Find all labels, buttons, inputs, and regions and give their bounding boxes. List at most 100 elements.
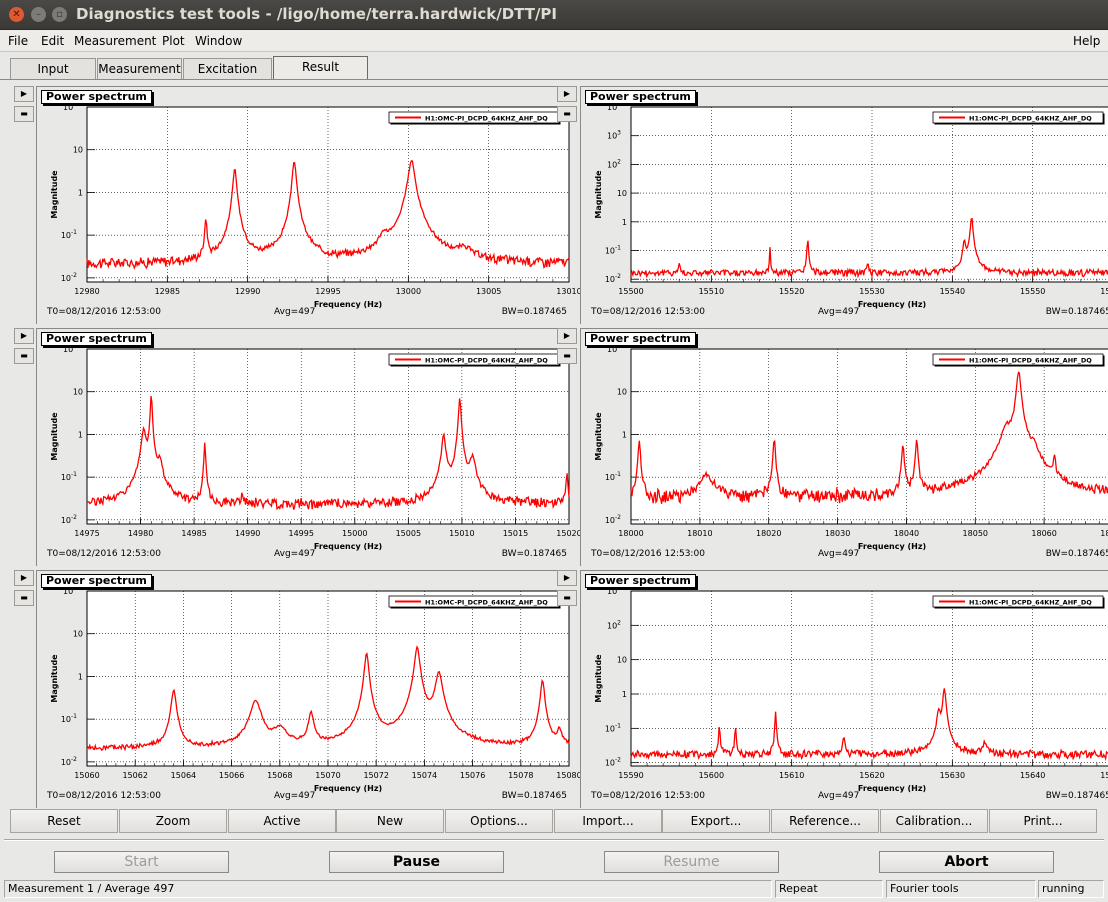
spectrum-panel[interactable]: 15590 15600 15610 15620 15630 15640 15650 10-2 1… bbox=[580, 570, 1108, 809]
series-line bbox=[630, 217, 1108, 279]
tab-input[interactable]: Input bbox=[10, 58, 96, 80]
spectrum-panel[interactable]: 15060 15062 15064 15066 15068 15070 15072 15074… bbox=[36, 570, 582, 809]
spectrum-panel[interactable]: 12980 12985 12990 12995 13000 13005 13010 10-2 1… bbox=[36, 86, 582, 325]
panel-collapse-button[interactable]: ▬ bbox=[557, 348, 577, 364]
panel-expand-button[interactable]: ▶ bbox=[14, 86, 34, 102]
active-button[interactable]: Active bbox=[228, 809, 336, 833]
spectrum-chart[interactable]: 15590 15600 15610 15620 15630 15640 15650 10-2 1… bbox=[581, 571, 1108, 809]
y-axis-label: Magnitude bbox=[50, 170, 59, 219]
x-tick-label: 15650 bbox=[1100, 771, 1108, 780]
y-tick-label: 10-2 bbox=[605, 514, 621, 525]
series-line bbox=[86, 645, 570, 752]
tab-excitation[interactable]: Excitation bbox=[183, 58, 272, 80]
start-time-label: T0=08/12/2016 12:53:00 bbox=[591, 791, 705, 801]
x-tick-label: 15068 bbox=[267, 771, 292, 780]
spectrum-chart[interactable]: 12980 12985 12990 12995 13000 13005 13010 10-2 1… bbox=[37, 87, 582, 325]
x-tick-label: 18070 bbox=[1100, 529, 1108, 538]
x-tick-label: 15005 bbox=[396, 529, 421, 538]
x-tick-label: 18010 bbox=[687, 529, 712, 538]
x-tick-label: 12990 bbox=[235, 287, 260, 296]
y-tick-label: 10-1 bbox=[61, 713, 77, 724]
maximize-window-button[interactable]: ▫ bbox=[52, 7, 67, 22]
average-label: Avg=497 bbox=[274, 791, 316, 801]
tab-measurement[interactable]: Measurement bbox=[97, 58, 182, 80]
minimize-window-button[interactable]: – bbox=[31, 7, 46, 22]
x-tick-label: 18050 bbox=[963, 529, 988, 538]
status-tool: Fourier tools bbox=[886, 880, 1036, 898]
y-tick-label: 10-1 bbox=[61, 471, 77, 482]
legend-label: H1:OMC-PI_DCPD_64KHZ_AHF_DQ bbox=[425, 357, 548, 365]
average-label: Avg=497 bbox=[274, 307, 316, 317]
spectrum-chart[interactable]: 15060 15062 15064 15066 15068 15070 15072 15074… bbox=[37, 571, 582, 809]
tab-result[interactable]: Result bbox=[273, 56, 368, 80]
menu-plot[interactable]: Plot bbox=[162, 34, 185, 48]
resume-button[interactable]: Resume bbox=[604, 851, 779, 873]
close-window-button[interactable]: ✕ bbox=[9, 7, 24, 22]
plot-frame bbox=[630, 590, 1108, 767]
panel-collapse-button[interactable]: ▬ bbox=[557, 106, 577, 122]
panel-expand-button[interactable]: ▶ bbox=[557, 328, 577, 344]
abort-button[interactable]: Abort bbox=[879, 851, 1054, 873]
y-tick-label: 10-2 bbox=[61, 272, 77, 283]
menu-bar: File Edit Measurement Plot Window Help bbox=[0, 30, 1108, 52]
panel-collapse-button[interactable]: ▬ bbox=[14, 348, 34, 364]
x-tick-label: 15074 bbox=[412, 771, 437, 780]
panel-expand-button[interactable]: ▶ bbox=[557, 86, 577, 102]
x-tick-label: 15076 bbox=[460, 771, 485, 780]
panel-footer: T0=08/12/2016 12:53:00 Avg=497 BW=0.187465 bbox=[581, 791, 1108, 805]
y-tick-label: 10 bbox=[617, 388, 627, 397]
menu-file[interactable]: File bbox=[8, 34, 29, 48]
reference-button[interactable]: Reference... bbox=[771, 809, 879, 833]
panel-expand-button[interactable]: ▶ bbox=[557, 570, 577, 586]
x-tick-label: 14975 bbox=[74, 529, 99, 538]
x-tick-label: 12995 bbox=[315, 287, 340, 296]
y-axis-label: Magnitude bbox=[594, 170, 603, 219]
x-axis-label: Frequency (Hz) bbox=[858, 300, 926, 309]
import-button[interactable]: Import... bbox=[554, 809, 662, 833]
y-tick-label: 10-1 bbox=[61, 229, 77, 240]
panel-collapse-button[interactable]: ▬ bbox=[14, 590, 34, 606]
menu-help[interactable]: Help bbox=[1073, 34, 1101, 48]
calibration-button[interactable]: Calibration... bbox=[880, 809, 988, 833]
legend-label: H1:OMC-PI_DCPD_64KHZ_AHF_DQ bbox=[425, 599, 548, 607]
options-button[interactable]: Options... bbox=[445, 809, 553, 833]
x-tick-label: 15000 bbox=[342, 529, 367, 538]
x-tick-label: 15620 bbox=[859, 771, 884, 780]
menu-window[interactable]: Window bbox=[195, 34, 243, 48]
spectrum-chart[interactable]: 18000 18010 18020 18030 18040 18050 18060 18070… bbox=[581, 329, 1108, 567]
spectrum-chart[interactable]: 14975 14980 14985 14990 14995 15000 15005 15010… bbox=[37, 329, 582, 567]
panel-expand-button[interactable]: ▶ bbox=[14, 328, 34, 344]
panel-expand-button[interactable]: ▶ bbox=[14, 570, 34, 586]
panel-collapse-button[interactable]: ▬ bbox=[557, 590, 577, 606]
x-tick-label: 15070 bbox=[315, 771, 340, 780]
legend-label: H1:OMC-PI_DCPD_64KHZ_AHF_DQ bbox=[969, 115, 1092, 123]
panel-collapse-button[interactable]: ▬ bbox=[14, 106, 34, 122]
y-tick-label: 103 bbox=[607, 585, 621, 596]
print-button[interactable]: Print... bbox=[989, 809, 1097, 833]
y-tick-label: 10-1 bbox=[605, 471, 621, 482]
x-tick-label: 15020 bbox=[556, 529, 581, 538]
spectrum-panel[interactable]: 14975 14980 14985 14990 14995 15000 15005 15010… bbox=[36, 328, 582, 567]
x-tick-label: 15080 bbox=[556, 771, 581, 780]
menu-edit[interactable]: Edit bbox=[41, 34, 65, 48]
bandwidth-label: BW=0.187465 bbox=[501, 307, 567, 317]
menu-measurement[interactable]: Measurement bbox=[74, 34, 157, 48]
new-button[interactable]: New bbox=[336, 809, 444, 833]
x-tick-label: 15015 bbox=[503, 529, 528, 538]
spectrum-panel[interactable]: 15500 15510 15520 15530 15540 15550 15560 10-2 1… bbox=[580, 86, 1108, 325]
spectrum-chart[interactable]: 15500 15510 15520 15530 15540 15550 15560 10-2 1… bbox=[581, 87, 1108, 325]
x-tick-label: 15540 bbox=[940, 287, 965, 296]
panel-footer: T0=08/12/2016 12:53:00 Avg=497 BW=0.187465 bbox=[581, 307, 1108, 321]
spectrum-panel[interactable]: 18000 18010 18020 18030 18040 18050 18060 18070… bbox=[580, 328, 1108, 567]
pause-button[interactable]: Pause bbox=[329, 851, 504, 873]
zoom-button[interactable]: Zoom bbox=[119, 809, 227, 833]
start-button[interactable]: Start bbox=[54, 851, 229, 873]
x-axis-label: Frequency (Hz) bbox=[858, 784, 926, 793]
reset-button[interactable]: Reset bbox=[10, 809, 118, 833]
y-tick-label: 102 bbox=[63, 585, 77, 596]
plot-frame bbox=[630, 106, 1108, 283]
bandwidth-label: BW=0.187465 bbox=[1045, 549, 1108, 559]
export-button[interactable]: Export... bbox=[662, 809, 770, 833]
series-line bbox=[86, 396, 570, 511]
start-time-label: T0=08/12/2016 12:53:00 bbox=[591, 549, 705, 559]
